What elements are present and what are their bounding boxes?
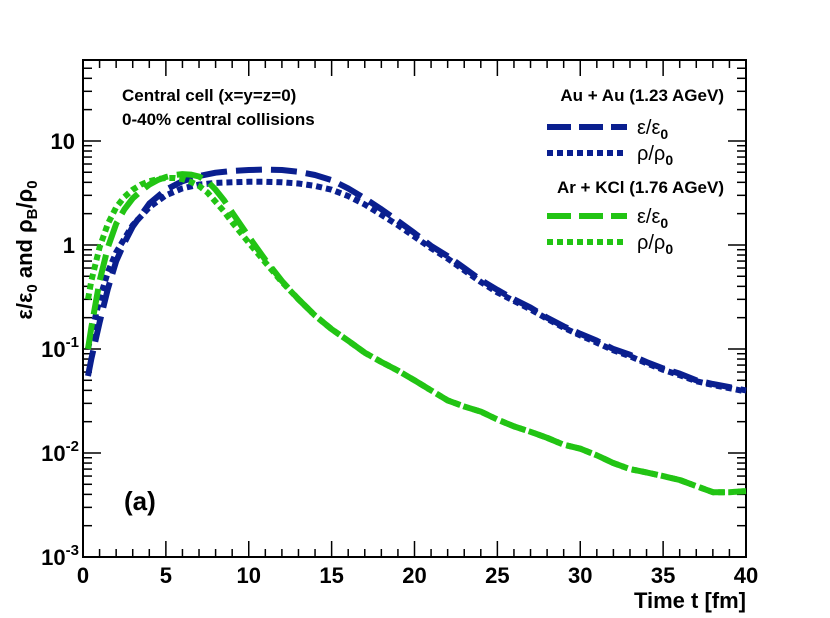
y-axis-title-part1: ε/ε: [12, 292, 37, 320]
x-tick-label: 20: [402, 563, 426, 588]
annotation-central-cell: Central cell (x=y=z=0): [122, 86, 296, 105]
legend-group-ar-kcl: Ar + KCl (1.76 AGeV): [557, 178, 724, 197]
annotation-collisions: 0-40% central collisions: [122, 110, 315, 129]
y-tick-label: 1: [63, 233, 75, 258]
y-axis-title-sub0: 0: [24, 284, 41, 292]
legend-au-eps-main: ε/ε: [637, 117, 660, 139]
y-axis-title-and: and ρ: [12, 219, 37, 284]
y-axis-title-slash: /ρ: [12, 189, 37, 209]
series-line-1: [85, 178, 747, 395]
legend-label-ar-eps: ε/ε0: [637, 206, 668, 231]
series-layer: [85, 166, 747, 496]
y-axis-title-sub0b: 0: [24, 180, 41, 188]
legend-ar-rho-main: ρ/ρ: [637, 232, 665, 254]
x-tick-label: 30: [568, 563, 592, 588]
legend-ar-eps-main: ε/ε: [637, 206, 660, 228]
legend-ar-eps-sub: 0: [660, 215, 668, 231]
legend-label-au-rho: ρ/ρ0: [637, 143, 673, 168]
legend-au-rho-sub: 0: [665, 152, 673, 168]
legend-au-rho-main: ρ/ρ: [637, 143, 665, 165]
x-tick-label: 10: [237, 563, 261, 588]
legend-ar-rho-sub: 0: [665, 241, 673, 257]
legend: Au + Au (1.23 AGeV) ε/ε0 ρ/ρ0 Ar + KCl (…: [547, 86, 724, 257]
y-tick-label: 10-2: [41, 438, 79, 466]
y-tick-label: 10-3: [41, 542, 79, 570]
legend-group-au-au: Au + Au (1.23 AGeV): [560, 86, 724, 105]
legend-label-ar-rho: ρ/ρ0: [637, 232, 673, 257]
x-tick-label: 5: [160, 563, 172, 588]
x-axis-title: Time t [fm]: [634, 588, 746, 613]
y-tick-label: 10: [51, 129, 75, 154]
panel-label: (a): [124, 486, 156, 516]
legend-label-au-eps: ε/ε0: [637, 117, 668, 142]
y-tick-label: 10-1: [41, 334, 79, 362]
axis-ticks: 0 5 10 15 20 25 30 35 40 10-3 10-2 10-1 1 10: [41, 59, 758, 588]
x-tick-label: 35: [651, 563, 675, 588]
x-tick-label: 15: [319, 563, 343, 588]
x-tick-label: 25: [485, 563, 509, 588]
y-axis-title: ε/ε0 and ρB/ρ0: [12, 180, 41, 319]
x-tick-label: 40: [734, 563, 758, 588]
legend-au-eps-sub: 0: [660, 126, 668, 142]
x-tick-label: 0: [77, 563, 89, 588]
series-line-3: [85, 175, 747, 496]
y-axis-title-subB: B: [24, 208, 41, 219]
